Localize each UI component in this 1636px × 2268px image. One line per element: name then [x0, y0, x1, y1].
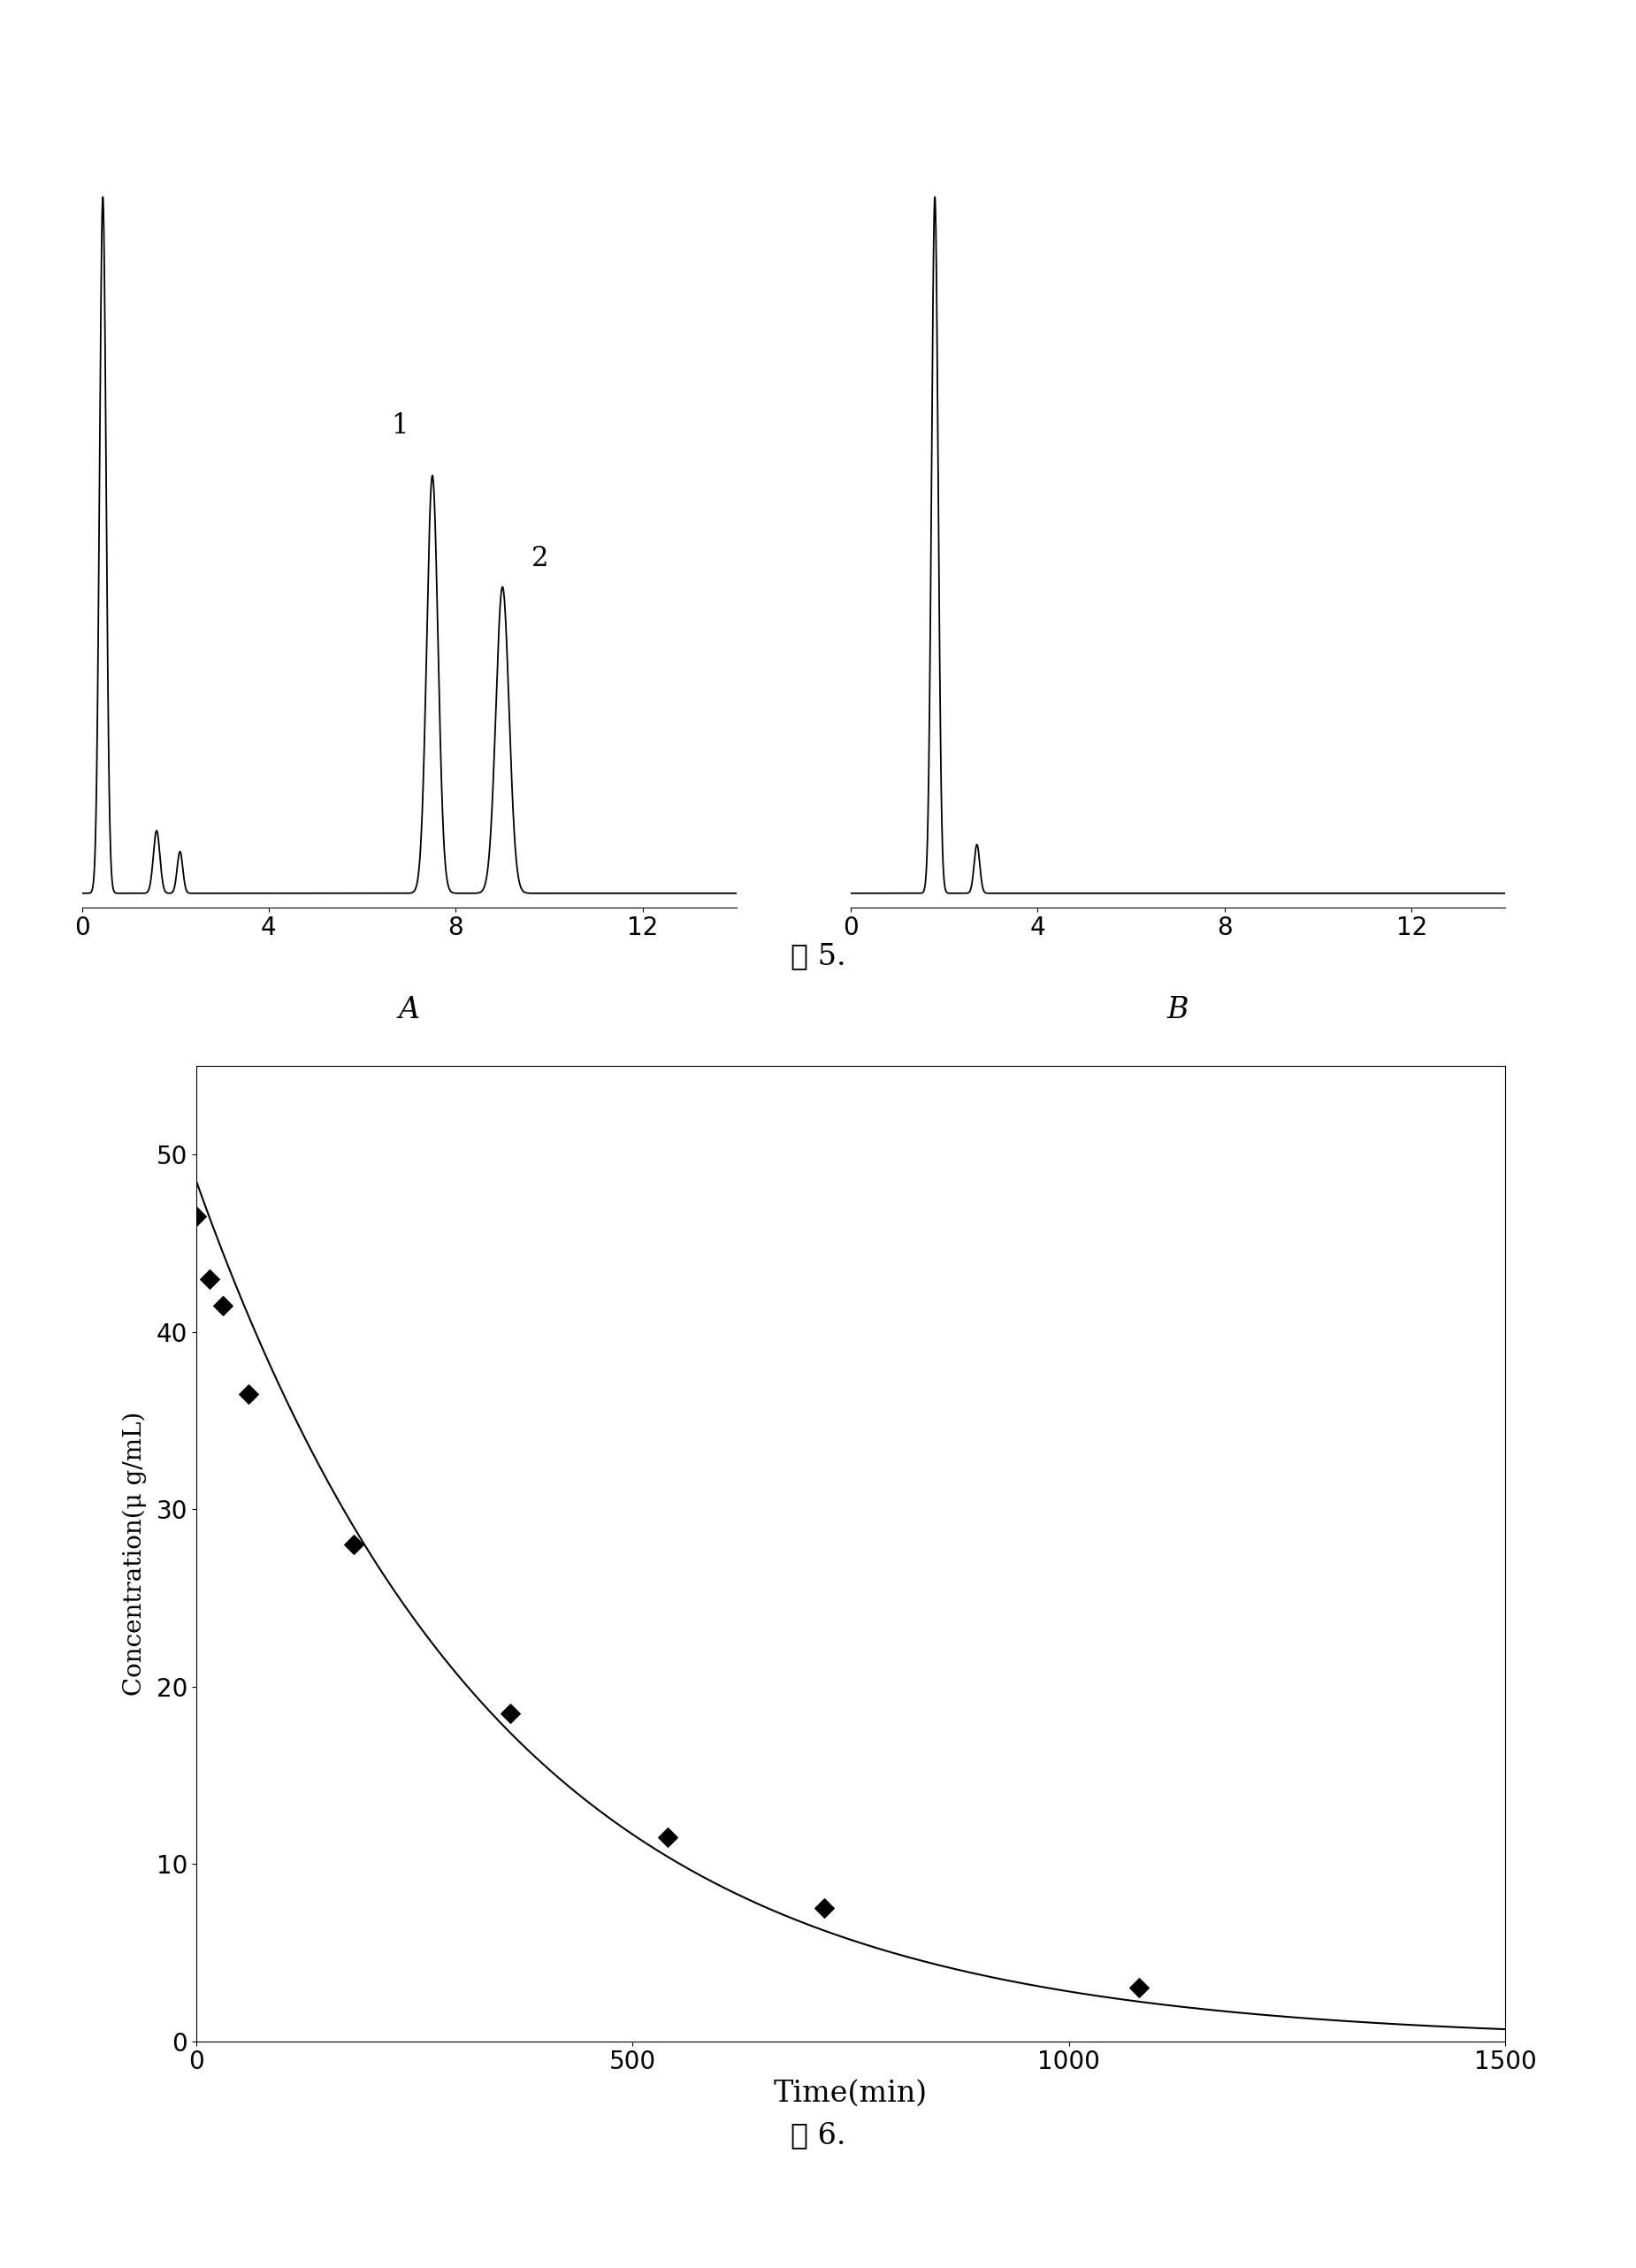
Text: 图 6.: 图 6.: [790, 2121, 846, 2150]
Text: A: A: [398, 996, 420, 1025]
Point: [1126, 1971, 1152, 2007]
Text: 图 5.: 图 5.: [790, 941, 846, 971]
Point: [236, 1377, 262, 1413]
Point: [209, 1288, 236, 1325]
Text: 2: 2: [532, 544, 548, 572]
Point: [654, 1819, 681, 1855]
Point: [340, 1526, 366, 1563]
Point: [196, 1261, 222, 1297]
Point: [183, 1198, 209, 1234]
Y-axis label: Concentration(μ g/mL): Concentration(μ g/mL): [123, 1411, 147, 1696]
Point: [811, 1889, 838, 1926]
X-axis label: Time(min): Time(min): [774, 2080, 928, 2107]
Point: [497, 1694, 524, 1730]
Text: B: B: [1166, 996, 1189, 1025]
Text: 1: 1: [391, 413, 409, 440]
